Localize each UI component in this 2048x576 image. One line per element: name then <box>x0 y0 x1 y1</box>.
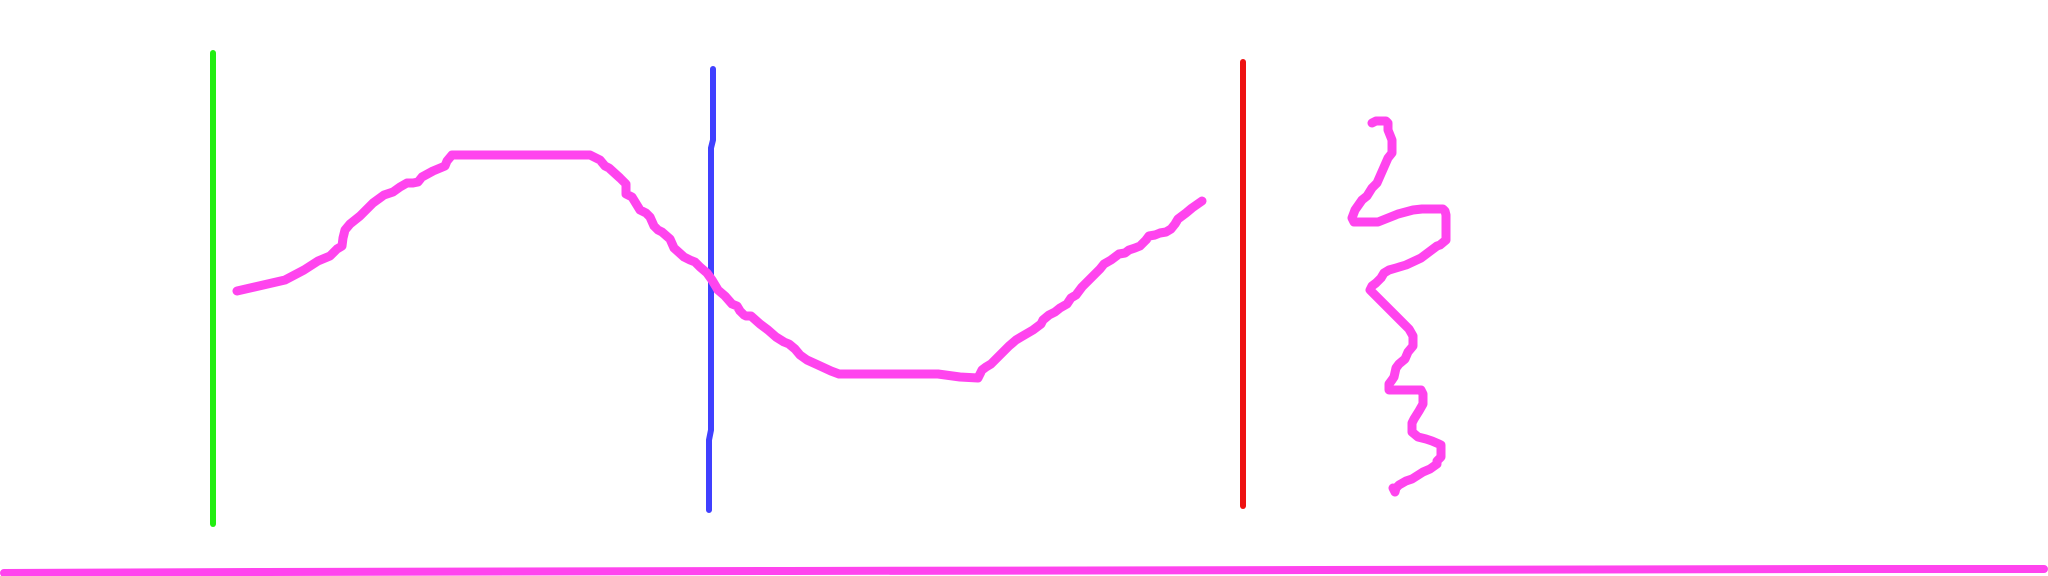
blue-vertical-line <box>706 66 716 513</box>
magenta-bottom-baseline <box>0 565 2048 576</box>
magenta-squiggle <box>1347 116 1451 497</box>
magenta-wave-curve <box>232 150 1207 383</box>
